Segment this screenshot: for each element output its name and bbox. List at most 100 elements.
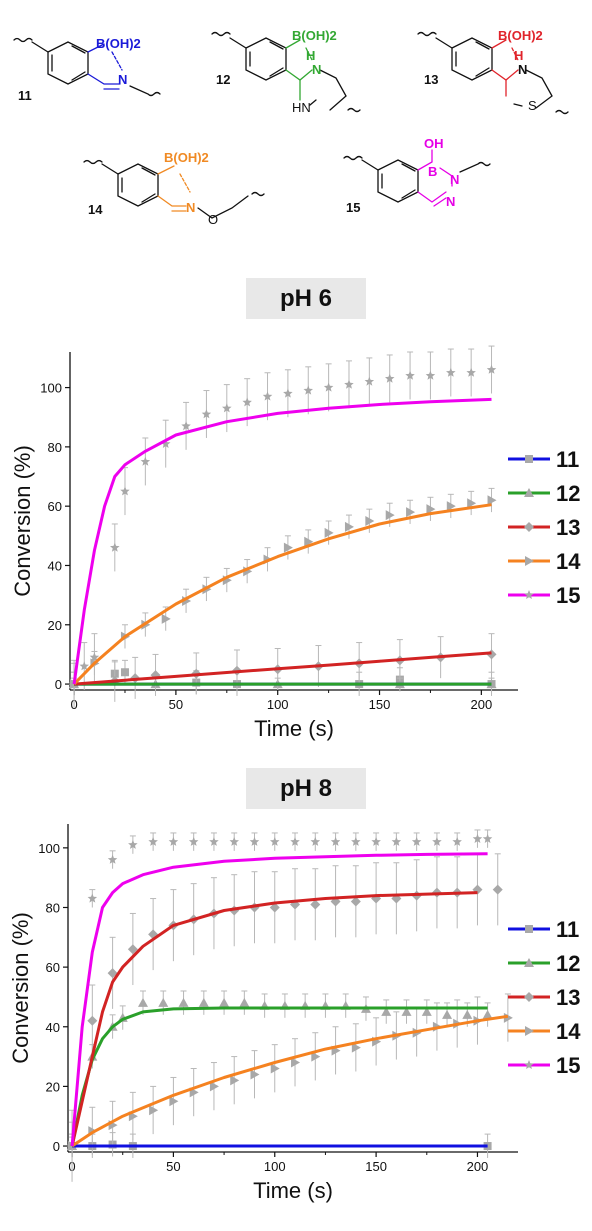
x-tick-label: 50: [169, 697, 183, 712]
series-line-13: [70, 891, 478, 1147]
data-point: [262, 391, 273, 401]
y-tick-label: 100: [40, 381, 62, 396]
data-point: [250, 1069, 260, 1080]
data-point: [385, 510, 395, 521]
series-line-14: [71, 1014, 509, 1148]
y-tick-label: 60: [46, 960, 60, 975]
data-point: [107, 968, 118, 979]
y-axis-label: Conversion (%): [10, 445, 35, 597]
legend-marker-14: [525, 1026, 534, 1036]
compound-15-nitrogen-b: N: [446, 194, 455, 209]
compound-11-nitrogen: N: [118, 72, 127, 87]
data-point: [283, 388, 293, 398]
data-point: [405, 370, 415, 380]
data-point: [452, 836, 462, 846]
legend-marker-13: [524, 522, 534, 532]
data-point: [466, 367, 476, 377]
legend-label-11: 11: [556, 447, 579, 472]
compound-11-structure: [13, 37, 161, 97]
data-point: [401, 1006, 412, 1016]
data-point: [350, 896, 361, 907]
data-point: [242, 397, 252, 407]
data-point: [269, 902, 280, 913]
data-point: [486, 649, 497, 660]
compound-12-nitrogen: N: [312, 62, 321, 77]
legend-marker-12: [524, 488, 534, 497]
compound-12-hydrogen: H: [306, 48, 315, 63]
x-tick-label: 150: [369, 697, 391, 712]
data-point: [169, 1096, 179, 1107]
data-point: [426, 504, 436, 515]
data-point: [198, 997, 209, 1007]
data-point: [351, 1042, 361, 1053]
data-point: [120, 486, 130, 496]
data-point: [270, 836, 280, 846]
compound-13-label: 13: [424, 72, 438, 87]
data-point: [446, 501, 456, 512]
legend-marker-15: [524, 1060, 534, 1069]
data-point: [432, 836, 442, 846]
data-point: [411, 836, 422, 846]
data-point: [230, 1075, 240, 1086]
y-tick-label: 80: [48, 440, 62, 455]
data-point: [486, 679, 497, 689]
data-point: [270, 1063, 280, 1074]
legend-label-11: 11: [556, 917, 579, 942]
data-point: [421, 1006, 432, 1016]
compound-14-structure: [83, 159, 265, 219]
chart-ph6: 020406080100050100150200Time (s)Conversi…: [10, 345, 581, 741]
data-point: [201, 409, 212, 419]
data-point: [168, 836, 179, 846]
data-point: [161, 438, 171, 448]
compound-12-group: B(OH)2: [292, 28, 337, 43]
data-point: [310, 836, 321, 846]
compound-14-oxygen: O: [208, 212, 218, 227]
legend-marker-11: [525, 455, 533, 463]
data-point: [311, 1051, 321, 1062]
series-line-13: [73, 651, 492, 686]
data-point: [487, 495, 497, 506]
data-point: [161, 613, 171, 624]
data-point: [304, 536, 314, 547]
compound-12-amine: HN: [292, 100, 311, 115]
legend-marker-15: [524, 590, 534, 599]
data-point: [351, 836, 361, 846]
data-point: [330, 836, 341, 846]
compound-13-sulfur: S: [528, 98, 537, 113]
data-point: [467, 498, 477, 509]
data-point: [149, 1105, 159, 1116]
data-point: [127, 944, 138, 955]
legend-label-12: 12: [556, 481, 580, 506]
data-point: [472, 833, 483, 843]
legend-label-15: 15: [556, 583, 580, 608]
data-point: [107, 854, 118, 864]
y-tick-label: 20: [46, 1079, 60, 1094]
data-point: [87, 893, 98, 903]
y-tick-label: 20: [48, 618, 62, 633]
legend-label-13: 13: [556, 985, 580, 1010]
data-point: [365, 516, 375, 526]
y-tick-label: 0: [53, 1139, 60, 1154]
y-tick-label: 40: [46, 1020, 60, 1035]
compound-15-hydroxyl: OH: [424, 136, 444, 151]
data-point: [323, 382, 334, 392]
data-point: [158, 997, 169, 1007]
x-axis-label: Time (s): [253, 1178, 333, 1203]
data-point: [381, 1006, 392, 1016]
legend-marker-12: [524, 958, 534, 967]
series-line-15: [70, 852, 488, 1147]
data-point: [371, 836, 381, 846]
legend-label-14: 14: [556, 549, 581, 574]
chart-ph8: 020406080100050100150200Time (s)Conversi…: [8, 824, 581, 1203]
y-tick-label: 40: [48, 558, 62, 573]
data-point: [492, 884, 503, 895]
legend-label-13: 13: [556, 515, 580, 540]
legend-label-15: 15: [556, 1053, 580, 1078]
data-point: [209, 836, 219, 846]
data-point: [138, 997, 148, 1007]
data-point: [442, 1009, 453, 1019]
data-point: [324, 527, 334, 538]
compound-13-hydrogen: H: [514, 48, 523, 63]
data-point: [385, 373, 395, 383]
data-point: [120, 668, 129, 677]
